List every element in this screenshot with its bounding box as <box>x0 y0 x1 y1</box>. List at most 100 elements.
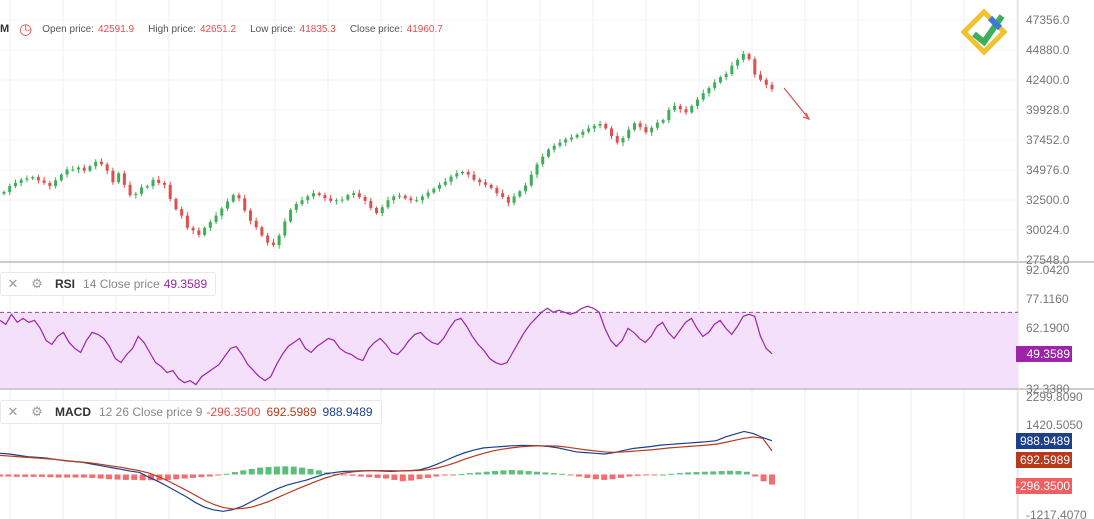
macd-hist-bar <box>701 471 708 475</box>
gear-icon[interactable]: ⚙ <box>31 404 43 419</box>
price-tick: 44880.0 <box>1026 43 1070 57</box>
candle-body <box>724 73 728 78</box>
rsi-tick: 32.3380 <box>1026 382 1070 396</box>
price-tick: 42400.0 <box>1026 73 1070 87</box>
macd-hist-bar <box>592 474 599 480</box>
macd-hist-bar <box>676 473 683 475</box>
macd-hist-bar <box>30 474 37 477</box>
macd-hist-bar <box>399 474 406 482</box>
candle-body <box>59 174 63 181</box>
candle-body <box>650 127 654 133</box>
candle-body <box>117 173 121 183</box>
macd-hist-value: -296.3500 <box>206 405 261 419</box>
macd-hist-bar <box>22 474 29 477</box>
macd-hist-bar <box>383 474 389 479</box>
candle-body <box>638 123 642 128</box>
macd-hist-bar <box>198 474 205 478</box>
candle-body <box>546 149 550 157</box>
close-icon[interactable]: ✕ <box>7 404 19 419</box>
macd-hist-bar <box>508 470 515 475</box>
macd-params: 12 26 Close price 9 <box>99 405 203 419</box>
signal-value-tag: 692.5989 <box>1016 452 1072 468</box>
candle-body <box>684 109 688 113</box>
candle-body <box>220 208 224 216</box>
rsi-params: 14 Close price <box>83 277 160 291</box>
ohlc-legend: M ◷ Open price: 42591.9 High price: 4265… <box>0 21 447 38</box>
forecast-arrow-head <box>802 112 811 121</box>
macd-hist-bar <box>240 470 247 475</box>
candle-body <box>661 120 665 123</box>
candle-body <box>19 179 23 183</box>
candle-body <box>386 200 390 208</box>
rsi-tick: 77.1160 <box>1026 292 1069 306</box>
candle-body <box>329 198 333 201</box>
candle-body <box>94 161 98 167</box>
open-value: 42591.9 <box>97 23 135 35</box>
macd-hist-bar <box>760 474 767 482</box>
candle-body <box>518 191 522 197</box>
price-tick: 37452.0 <box>1026 133 1070 147</box>
price-tick: 39928.0 <box>1026 103 1070 117</box>
macd-hist-bar <box>215 474 222 476</box>
close-icon[interactable]: ✕ <box>7 276 19 291</box>
macd-hist-bar <box>223 473 230 475</box>
candle-body <box>231 195 235 202</box>
close-value: 41960.7 <box>406 23 443 35</box>
macd-hist-bar <box>693 472 700 475</box>
candle-body <box>71 169 75 171</box>
macd-hist-bar <box>332 473 339 475</box>
macd-hist-bar <box>433 474 440 477</box>
candle-body <box>134 193 138 196</box>
candle-body <box>764 79 768 85</box>
candle-body <box>621 138 625 143</box>
close-label: Close price: <box>349 23 403 35</box>
rsi-tick: 62.1900 <box>1026 321 1070 335</box>
candle-body <box>191 227 195 231</box>
macd-hist-bar <box>64 474 71 478</box>
candle-body <box>461 172 465 174</box>
candle-body <box>266 235 270 243</box>
gear-icon[interactable]: ⚙ <box>31 276 43 291</box>
candle-body <box>226 201 230 209</box>
candle-body <box>449 176 453 182</box>
candle-body <box>48 182 52 187</box>
candle-body <box>180 209 184 216</box>
low-label: Low price: <box>250 23 296 35</box>
candle-body <box>420 196 424 201</box>
price-tick: 27548.0 <box>1026 253 1070 267</box>
macd-hist-bar <box>408 474 415 481</box>
candle-body <box>415 200 419 202</box>
clock-icon[interactable]: ◷ <box>19 21 33 38</box>
price-candles <box>2 50 774 249</box>
macd-hist-bar <box>659 474 666 476</box>
macd-hist-bar <box>190 474 196 478</box>
hist-value-tag: -296.3500 <box>1016 478 1072 494</box>
macd-hist-bar <box>231 472 238 475</box>
macd-hist-bar <box>458 474 465 476</box>
candle-body <box>610 128 614 137</box>
macd-hist-bar <box>181 474 188 479</box>
candle-body <box>203 227 207 235</box>
macd-hist-bar <box>38 474 45 477</box>
candle-body <box>443 181 447 185</box>
candle-body <box>409 198 413 201</box>
candle-body <box>552 145 556 150</box>
candle-body <box>489 184 493 189</box>
macd-hist-bar <box>617 474 624 478</box>
candle-body <box>667 109 671 121</box>
macd-hist-bar <box>273 466 280 475</box>
macd-hist-bar <box>5 474 12 477</box>
price-tick: 30024.0 <box>1026 223 1070 237</box>
candle-body <box>122 173 126 185</box>
macd-hist-bar <box>315 470 322 475</box>
candle-body <box>375 207 379 214</box>
candle-body <box>363 197 367 201</box>
candle-body <box>352 193 356 196</box>
candle-body <box>31 177 35 179</box>
macd-hist-bar <box>282 466 289 475</box>
candle-body <box>541 156 545 165</box>
candle-body <box>736 59 740 66</box>
macd-tick: -1217.4070 <box>1026 508 1087 519</box>
high-value: 42651.2 <box>199 23 237 35</box>
